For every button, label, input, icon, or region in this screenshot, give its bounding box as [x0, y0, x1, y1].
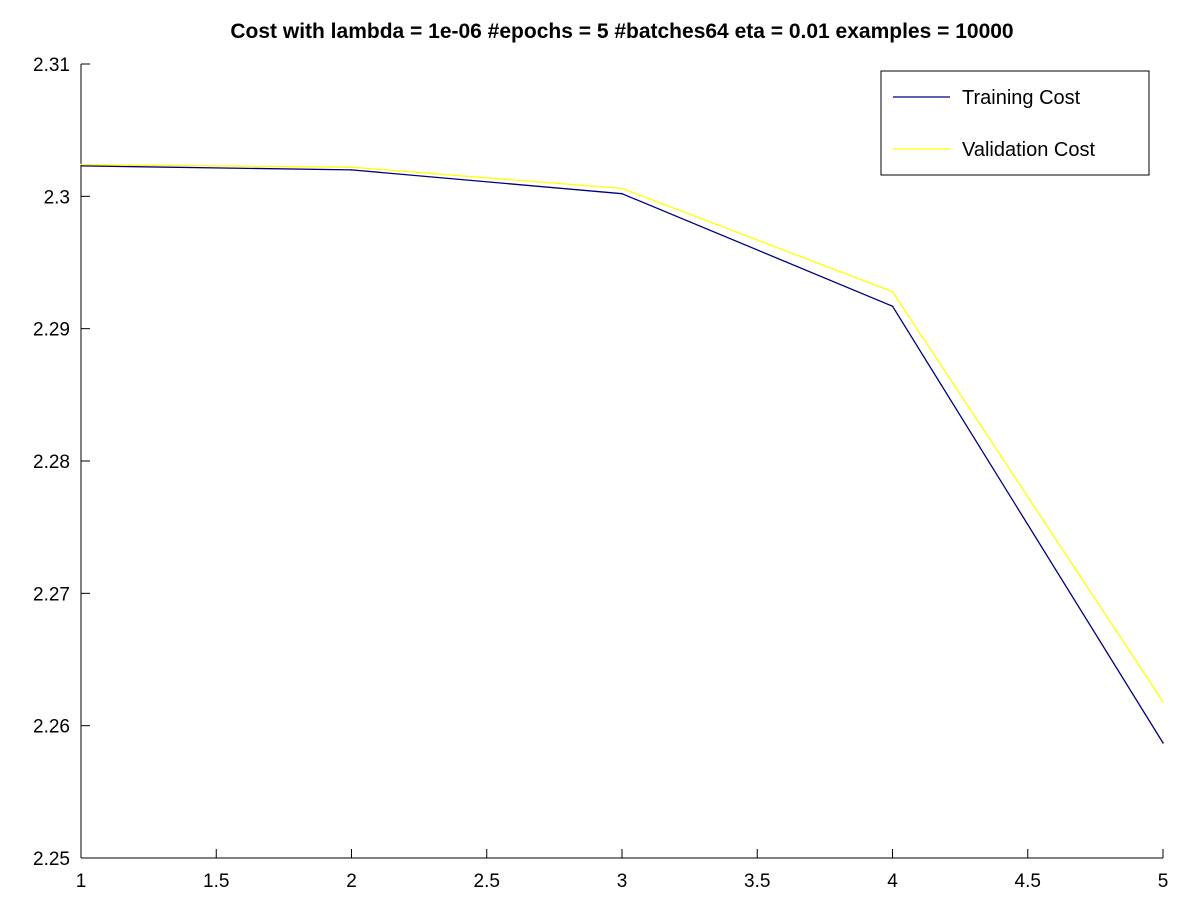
data-point-training-cost [1162, 742, 1164, 744]
x-tick-label: 5 [1158, 871, 1169, 892]
x-tick-label: 4.5 [1015, 871, 1041, 892]
y-tick-label: 2.28 [33, 452, 70, 473]
x-tick-label: 4 [887, 871, 898, 892]
plot-series [80, 163, 1164, 744]
x-tick-label: 2.5 [474, 871, 500, 892]
axes: 1 1.5 2 2.5 3 3.5 4 4.5 5 2.25 2.26 2.27 2.28 2.29 2.3… [33, 55, 1168, 892]
y-tick-label: 2.29 [33, 320, 70, 341]
y-tick-label: 2.26 [33, 717, 70, 738]
data-point-validation-cost [1162, 701, 1164, 703]
y-tick-label: 2.3 [44, 187, 70, 208]
legend-label-training-cost: Training Cost [962, 87, 1081, 109]
data-point-validation-cost [80, 163, 82, 166]
chart-title: Cost with lambda = 1e-06 #epochs = 5 #ba… [230, 20, 1013, 43]
series-line-training-cost [80, 165, 1164, 744]
data-point-training-cost [621, 192, 623, 195]
y-tick-label: 2.31 [33, 55, 70, 76]
x-tick-label: 2 [346, 871, 357, 892]
y-tick-label: 2.27 [33, 584, 70, 605]
x-tick-label: 3 [617, 871, 628, 892]
data-point-training-cost [80, 165, 82, 167]
data-point-training-cost [350, 169, 353, 171]
legend-label-validation-cost: Validation Cost [962, 139, 1095, 161]
series-line-validation-cost [80, 163, 1164, 703]
data-point-training-cost [891, 305, 894, 307]
data-point-validation-cost [350, 166, 353, 169]
data-point-validation-cost [621, 187, 623, 190]
data-point-validation-cost [891, 290, 894, 293]
x-tick-label: 1 [76, 871, 87, 892]
legend-box [880, 70, 1150, 176]
x-tick-label: 1.5 [203, 871, 229, 892]
x-tick-label: 3.5 [744, 871, 770, 892]
y-tick-label: 2.25 [33, 849, 70, 870]
legend: Training Cost Validation Cost [880, 70, 1150, 176]
